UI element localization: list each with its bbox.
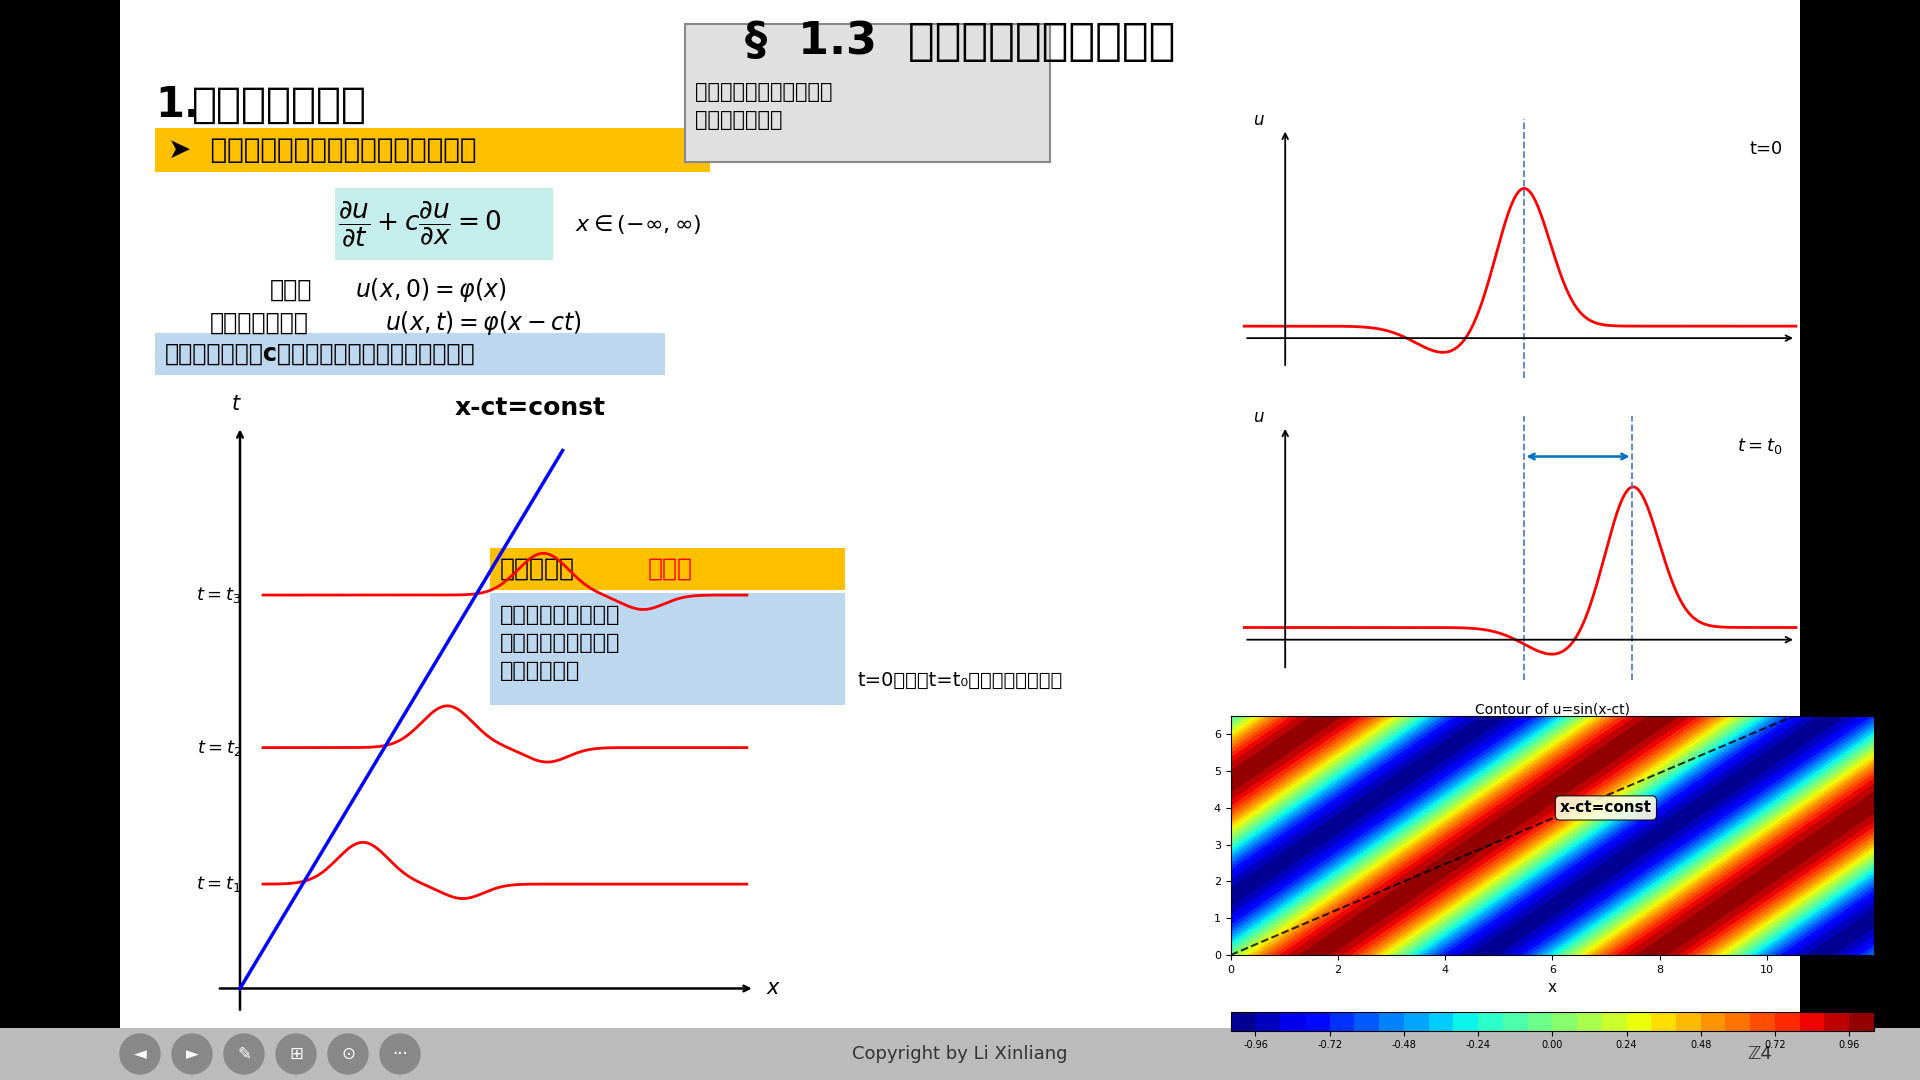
FancyBboxPatch shape bbox=[1801, 0, 1920, 1080]
Circle shape bbox=[276, 1034, 317, 1074]
Text: t=0时刻与t=t₀时刻物理量的分布: t=0时刻与t=t₀时刻物理量的分布 bbox=[858, 671, 1062, 689]
Text: u: u bbox=[1252, 111, 1263, 129]
Text: ◄: ◄ bbox=[134, 1045, 146, 1063]
Text: ⊞: ⊞ bbox=[290, 1045, 303, 1063]
Text: Copyright by Li Xinliang: Copyright by Li Xinliang bbox=[852, 1045, 1068, 1063]
Circle shape bbox=[380, 1034, 420, 1074]
Text: 重要概念：: 重要概念： bbox=[499, 557, 574, 581]
Text: 一阶偏微分方程: 一阶偏微分方程 bbox=[192, 84, 367, 126]
Title: Contour of u=sin(x-ct): Contour of u=sin(x-ct) bbox=[1475, 702, 1630, 716]
Text: x-ct=const: x-ct=const bbox=[1559, 800, 1651, 815]
Text: 的方程可简化: 的方程可简化 bbox=[499, 661, 580, 681]
Text: ⊙: ⊙ bbox=[342, 1045, 355, 1063]
Text: ✎: ✎ bbox=[236, 1045, 252, 1063]
FancyBboxPatch shape bbox=[156, 129, 710, 172]
Text: $x \in (-\infty, \infty)$: $x \in (-\infty, \infty)$ bbox=[574, 213, 701, 235]
Text: ►: ► bbox=[186, 1045, 198, 1063]
X-axis label: x: x bbox=[1548, 981, 1557, 996]
Text: 特征线: 特征线 bbox=[649, 557, 693, 581]
Text: x: x bbox=[1809, 329, 1820, 347]
Text: 线，该曲线上物理量: 线，该曲线上物理量 bbox=[499, 633, 620, 653]
Text: ℤ4: ℤ4 bbox=[1747, 1045, 1772, 1063]
Text: $u(x,t) = \varphi(x - ct)$: $u(x,t) = \varphi(x - ct)$ bbox=[386, 309, 582, 337]
Text: 自变量空间的一条曲: 自变量空间的一条曲 bbox=[499, 605, 620, 625]
Text: 基本概念：椭圆型、双曲: 基本概念：椭圆型、双曲 bbox=[695, 82, 833, 102]
Text: ➤  （常用）特例：常系数线性单波方程: ➤ （常用）特例：常系数线性单波方程 bbox=[169, 136, 476, 164]
FancyBboxPatch shape bbox=[490, 548, 845, 590]
Text: t=0: t=0 bbox=[1749, 139, 1782, 158]
Text: $\dfrac{\partial u}{\partial t} + c\dfrac{\partial u}{\partial x} = 0$: $\dfrac{\partial u}{\partial t} + c\dfra… bbox=[338, 199, 501, 248]
Text: $t=t_3$: $t=t_3$ bbox=[196, 585, 242, 605]
Text: x: x bbox=[1809, 631, 1820, 649]
Text: §  1.3  偏微方程的分类及特征: § 1.3 偏微方程的分类及特征 bbox=[745, 21, 1175, 64]
FancyBboxPatch shape bbox=[0, 1028, 1920, 1080]
Text: $t=t_0$: $t=t_0$ bbox=[1738, 436, 1782, 457]
FancyBboxPatch shape bbox=[156, 333, 664, 375]
FancyBboxPatch shape bbox=[334, 188, 553, 260]
Text: x: x bbox=[766, 978, 778, 999]
Text: x-ct=const: x-ct=const bbox=[455, 396, 607, 420]
Text: 1.: 1. bbox=[156, 84, 200, 126]
Circle shape bbox=[173, 1034, 211, 1074]
Text: u: u bbox=[1252, 408, 1263, 426]
FancyBboxPatch shape bbox=[0, 0, 119, 1080]
Text: 含义：以常速度c向右传播。波形，振幅保持不变: 含义：以常速度c向右传播。波形，振幅保持不变 bbox=[165, 342, 476, 366]
Text: 方程的精确解：: 方程的精确解： bbox=[209, 311, 309, 335]
Text: $t=t_1$: $t=t_1$ bbox=[196, 874, 242, 894]
Text: $t=t_2$: $t=t_2$ bbox=[196, 738, 242, 757]
Text: t: t bbox=[232, 394, 240, 415]
Text: ···: ··· bbox=[392, 1045, 407, 1063]
Text: $u(x,0) = \varphi(x)$: $u(x,0) = \varphi(x)$ bbox=[355, 276, 507, 303]
Circle shape bbox=[225, 1034, 265, 1074]
Text: 初值：: 初值： bbox=[271, 278, 313, 302]
Circle shape bbox=[328, 1034, 369, 1074]
Circle shape bbox=[119, 1034, 159, 1074]
FancyBboxPatch shape bbox=[685, 24, 1050, 162]
FancyBboxPatch shape bbox=[490, 593, 845, 705]
Text: 型、抛物型方程: 型、抛物型方程 bbox=[695, 110, 783, 130]
